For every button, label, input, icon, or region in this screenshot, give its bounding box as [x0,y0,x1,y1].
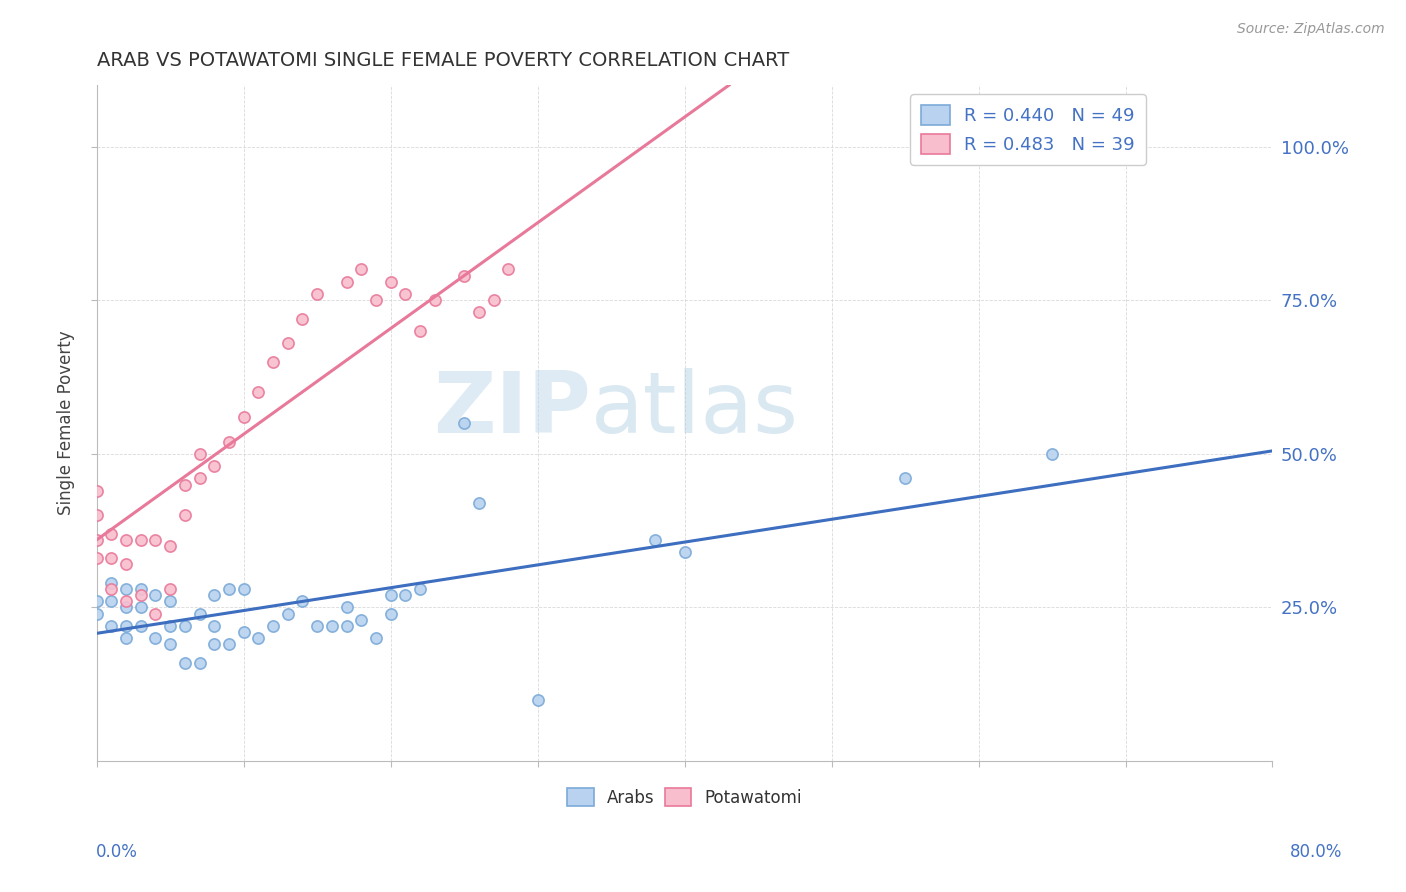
Point [307,619,329,633]
Point [188,656,211,670]
Point [100,575,122,590]
Point [145,588,167,602]
Point [115,600,138,615]
Point [350,613,373,627]
Point [86,508,108,523]
Point [307,287,329,301]
Point [100,551,122,566]
Point [380,607,402,621]
Point [644,533,666,547]
Point [380,275,402,289]
Point [218,582,240,596]
Point [526,692,548,706]
Point [188,447,211,461]
Point [188,471,211,485]
Point [129,600,152,615]
Point [174,477,197,491]
Point [188,607,211,621]
Y-axis label: Single Female Poverty: Single Female Poverty [58,331,75,516]
Point [380,588,402,602]
Point [247,631,270,645]
Point [453,268,475,283]
Point [100,582,122,596]
Point [202,459,225,474]
Point [394,287,416,301]
Point [218,637,240,651]
Text: Source: ZipAtlas.com: Source: ZipAtlas.com [1237,22,1385,37]
Point [423,293,446,308]
Point [174,508,197,523]
Point [174,619,197,633]
Point [291,311,314,326]
Point [86,551,108,566]
Point [115,631,138,645]
Point [335,619,357,633]
Point [453,416,475,430]
Point [409,582,432,596]
Text: 80.0%: 80.0% [1291,843,1343,861]
Point [86,533,108,547]
Point [673,545,696,559]
Point [202,637,225,651]
Point [202,619,225,633]
Point [335,275,357,289]
Point [364,293,387,308]
Point [277,607,299,621]
Point [159,582,181,596]
Point [159,539,181,553]
Point [409,324,432,338]
Text: ZIP: ZIP [433,368,591,451]
Point [145,631,167,645]
Point [129,533,152,547]
Point [394,588,416,602]
Point [159,637,181,651]
Text: atlas: atlas [591,368,799,451]
Point [262,354,284,368]
Point [115,619,138,633]
Point [232,625,254,640]
Point [129,588,152,602]
Point [115,582,138,596]
Point [145,533,167,547]
Point [145,607,167,621]
Point [129,582,152,596]
Point [262,619,284,633]
Point [86,483,108,498]
Point [115,533,138,547]
Point [468,305,491,319]
Point [100,594,122,608]
Point [202,588,225,602]
Text: ARAB VS POTAWATOMI SINGLE FEMALE POVERTY CORRELATION CHART: ARAB VS POTAWATOMI SINGLE FEMALE POVERTY… [97,51,789,70]
Legend: Arabs, Potawatomi: Arabs, Potawatomi [561,781,808,814]
Point [115,594,138,608]
Point [247,385,270,400]
Point [335,600,357,615]
Point [482,293,505,308]
Point [321,619,343,633]
Point [115,558,138,572]
Point [86,607,108,621]
Point [159,619,181,633]
Point [1040,447,1063,461]
Point [174,656,197,670]
Point [350,262,373,277]
Text: 0.0%: 0.0% [96,843,138,861]
Point [218,434,240,449]
Point [100,526,122,541]
Point [894,471,917,485]
Point [277,336,299,351]
Point [86,594,108,608]
Point [364,631,387,645]
Point [129,619,152,633]
Point [232,409,254,424]
Point [159,594,181,608]
Point [291,594,314,608]
Point [100,619,122,633]
Point [232,582,254,596]
Point [468,496,491,510]
Point [496,262,519,277]
